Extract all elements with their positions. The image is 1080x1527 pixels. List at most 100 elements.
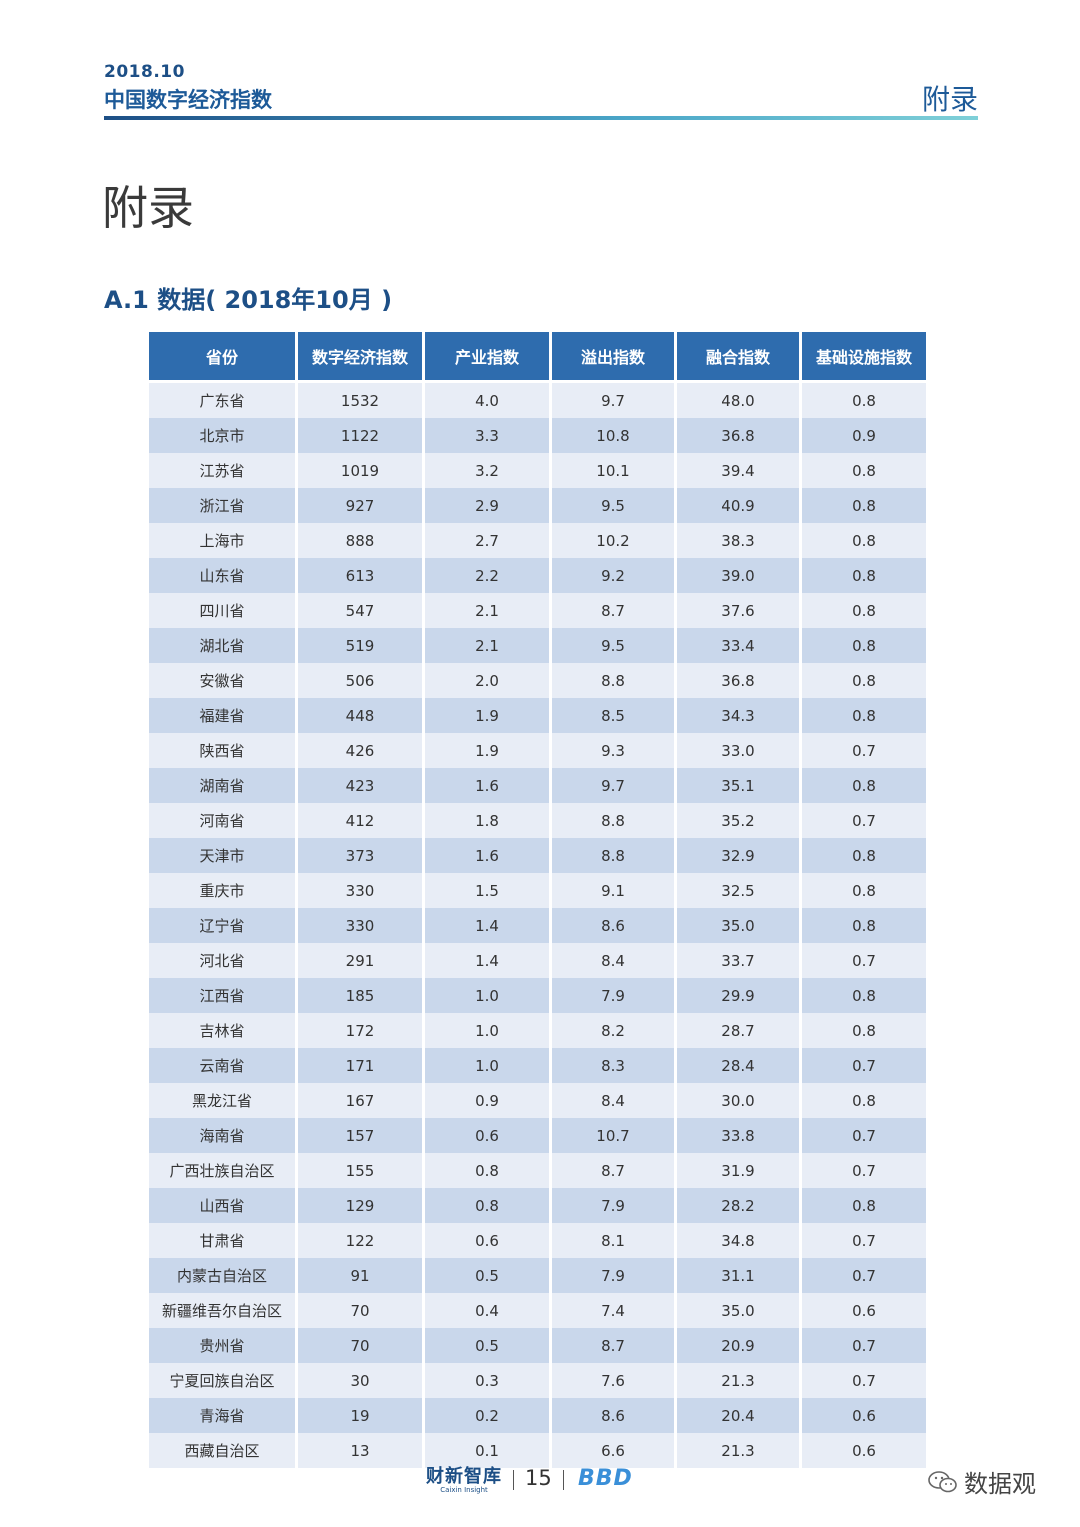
cell-integration-index: 33.7 (677, 943, 799, 978)
cell-spillover-index: 7.6 (552, 1363, 674, 1398)
table-row: 黑龙江省 167 0.9 8.4 30.0 0.8 (149, 1083, 926, 1118)
cell-infrastructure-index: 0.7 (802, 803, 926, 838)
header-section: 附录 (921, 83, 978, 116)
bbd-logo: BBD (578, 1466, 633, 1491)
cell-infrastructure-index: 0.8 (802, 453, 926, 488)
cell-industry-index: 2.1 (425, 628, 549, 663)
cell-infrastructure-index: 0.8 (802, 558, 926, 593)
cell-integration-index: 39.4 (677, 453, 799, 488)
cell-spillover-index: 8.8 (552, 838, 674, 873)
cell-province: 江西省 (149, 978, 295, 1013)
cell-province: 广西壮族自治区 (149, 1153, 295, 1188)
cell-digital-economy-index: 330 (298, 908, 422, 943)
cell-spillover-index: 10.7 (552, 1118, 674, 1153)
table-header-row: 省份 数字经济指数 产业指数 溢出指数 融合指数 基础设施指数 (149, 332, 926, 383)
cell-province: 新疆维吾尔自治区 (149, 1293, 295, 1328)
cell-industry-index: 0.2 (425, 1398, 549, 1433)
cell-province: 浙江省 (149, 488, 295, 523)
footer-separator (563, 1470, 564, 1490)
data-table: 省份 数字经济指数 产业指数 溢出指数 融合指数 基础设施指数 广东省 1532 4… (146, 332, 929, 1468)
table-row: 甘肃省 122 0.6 8.1 34.8 0.7 (149, 1223, 926, 1258)
cell-spillover-index: 9.5 (552, 628, 674, 663)
column-header-integration-index: 融合指数 (677, 332, 799, 383)
table-body: 广东省 1532 4.0 9.7 48.0 0.8 北京市 1122 3.3 10.8 36.8 0.… (149, 383, 926, 1468)
cell-industry-index: 1.5 (425, 873, 549, 908)
table-row: 云南省 171 1.0 8.3 28.4 0.7 (149, 1048, 926, 1083)
cell-industry-index: 1.9 (425, 698, 549, 733)
cell-infrastructure-index: 0.7 (802, 1048, 926, 1083)
cell-digital-economy-index: 927 (298, 488, 422, 523)
cell-integration-index: 20.4 (677, 1398, 799, 1433)
cell-spillover-index: 8.6 (552, 908, 674, 943)
table-row: 广西壮族自治区 155 0.8 8.7 31.9 0.7 (149, 1153, 926, 1188)
table-row: 浙江省 927 2.9 9.5 40.9 0.8 (149, 488, 926, 523)
header-divider (104, 116, 978, 120)
table-row: 河南省 412 1.8 8.8 35.2 0.7 (149, 803, 926, 838)
cell-industry-index: 1.0 (425, 978, 549, 1013)
cell-infrastructure-index: 0.8 (802, 873, 926, 908)
caixin-logo-subtext: Caixin Insight (440, 1486, 488, 1494)
cell-infrastructure-index: 0.6 (802, 1433, 926, 1468)
cell-integration-index: 21.3 (677, 1363, 799, 1398)
cell-industry-index: 0.5 (425, 1258, 549, 1293)
table-row: 西藏自治区 13 0.1 6.6 21.3 0.6 (149, 1433, 926, 1468)
cell-spillover-index: 8.2 (552, 1013, 674, 1048)
caixin-logo-text: 财新智库 (426, 1466, 502, 1487)
cell-province: 湖北省 (149, 628, 295, 663)
cell-integration-index: 33.0 (677, 733, 799, 768)
cell-industry-index: 1.8 (425, 803, 549, 838)
cell-digital-economy-index: 70 (298, 1328, 422, 1363)
cell-province: 河北省 (149, 943, 295, 978)
cell-infrastructure-index: 0.7 (802, 1118, 926, 1153)
cell-industry-index: 2.1 (425, 593, 549, 628)
cell-integration-index: 28.7 (677, 1013, 799, 1048)
cell-province: 宁夏回族自治区 (149, 1363, 295, 1398)
table-row: 安徽省 506 2.0 8.8 36.8 0.8 (149, 663, 926, 698)
cell-infrastructure-index: 0.7 (802, 1363, 926, 1398)
page-footer: 财新智库 Caixin Insight 15 BBD 数据观 (0, 1462, 1080, 1502)
cell-industry-index: 1.0 (425, 1048, 549, 1083)
cell-infrastructure-index: 0.8 (802, 1083, 926, 1118)
cell-integration-index: 34.3 (677, 698, 799, 733)
cell-spillover-index: 8.4 (552, 1083, 674, 1118)
cell-province: 内蒙古自治区 (149, 1258, 295, 1293)
cell-infrastructure-index: 0.8 (802, 768, 926, 803)
cell-digital-economy-index: 13 (298, 1433, 422, 1468)
cell-digital-economy-index: 448 (298, 698, 422, 733)
cell-industry-index: 3.3 (425, 418, 549, 453)
cell-integration-index: 31.1 (677, 1258, 799, 1293)
cell-digital-economy-index: 1122 (298, 418, 422, 453)
cell-infrastructure-index: 0.9 (802, 418, 926, 453)
column-header-industry-index: 产业指数 (425, 332, 549, 383)
cell-digital-economy-index: 129 (298, 1188, 422, 1223)
cell-digital-economy-index: 172 (298, 1013, 422, 1048)
table-row: 福建省 448 1.9 8.5 34.3 0.8 (149, 698, 926, 733)
cell-infrastructure-index: 0.8 (802, 628, 926, 663)
cell-spillover-index: 8.7 (552, 1328, 674, 1363)
cell-spillover-index: 10.1 (552, 453, 674, 488)
cell-province: 广东省 (149, 383, 295, 418)
table-row: 山西省 129 0.8 7.9 28.2 0.8 (149, 1188, 926, 1223)
cell-integration-index: 34.8 (677, 1223, 799, 1258)
table-row: 北京市 1122 3.3 10.8 36.8 0.9 (149, 418, 926, 453)
cell-industry-index: 3.2 (425, 453, 549, 488)
cell-spillover-index: 7.9 (552, 1258, 674, 1293)
cell-industry-index: 0.4 (425, 1293, 549, 1328)
cell-spillover-index: 9.2 (552, 558, 674, 593)
cell-integration-index: 48.0 (677, 383, 799, 418)
cell-province: 福建省 (149, 698, 295, 733)
cell-industry-index: 0.9 (425, 1083, 549, 1118)
cell-infrastructure-index: 0.8 (802, 593, 926, 628)
cell-digital-economy-index: 888 (298, 523, 422, 558)
cell-province: 山西省 (149, 1188, 295, 1223)
cell-spillover-index: 8.6 (552, 1398, 674, 1433)
table-row: 吉林省 172 1.0 8.2 28.7 0.8 (149, 1013, 926, 1048)
cell-infrastructure-index: 0.8 (802, 1013, 926, 1048)
cell-spillover-index: 8.5 (552, 698, 674, 733)
cell-spillover-index: 10.8 (552, 418, 674, 453)
cell-spillover-index: 8.7 (552, 1153, 674, 1188)
cell-industry-index: 2.9 (425, 488, 549, 523)
cell-spillover-index: 7.9 (552, 1188, 674, 1223)
table-row: 贵州省 70 0.5 8.7 20.9 0.7 (149, 1328, 926, 1363)
cell-spillover-index: 9.7 (552, 768, 674, 803)
